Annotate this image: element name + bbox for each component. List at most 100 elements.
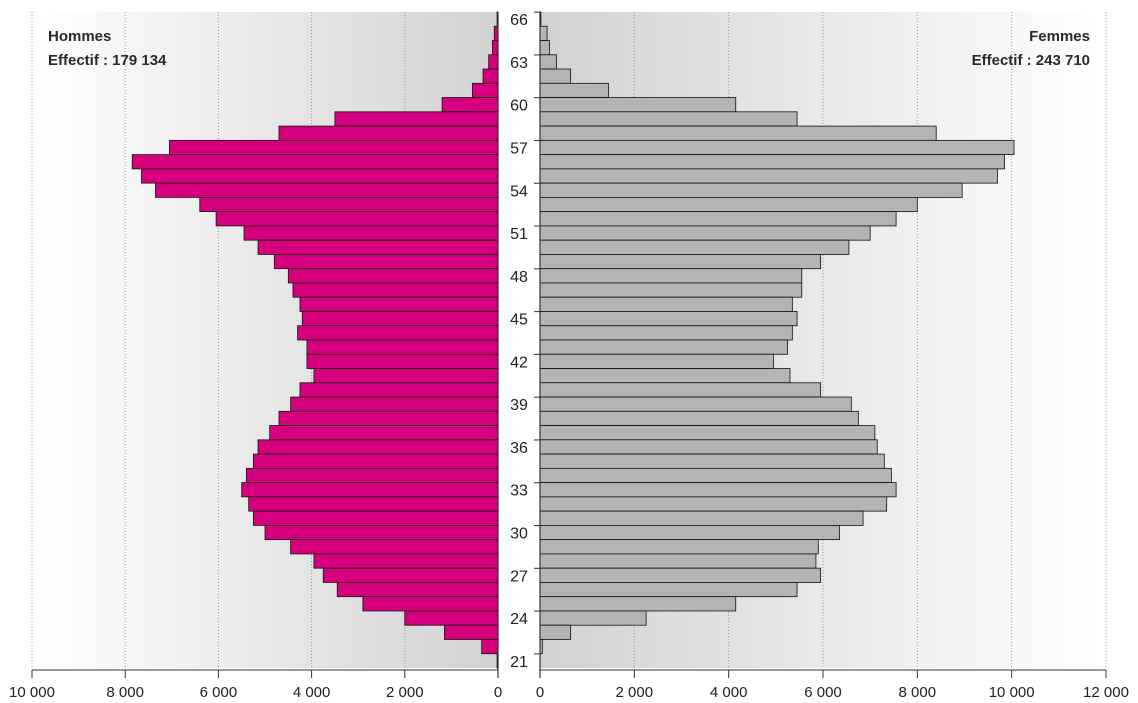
age-label: 51 — [510, 226, 528, 243]
bar-femmes — [539, 125, 937, 141]
bar-hommes — [404, 610, 499, 626]
bar-hommes — [269, 425, 499, 441]
left-title: Hommes — [48, 28, 111, 45]
bar-femmes — [539, 239, 850, 255]
age-label: 48 — [510, 269, 528, 286]
bar-hommes — [241, 482, 499, 498]
x-tick-label-right: 8 000 — [899, 684, 937, 701]
bar-femmes — [539, 410, 859, 426]
bar-hommes — [273, 254, 499, 270]
age-labels: 66 63 60 57 54 51 48 45 42 39 36 33 30 27 24 21 — [510, 11, 540, 671]
bar-hommes — [306, 339, 499, 355]
age-label: 39 — [510, 397, 528, 414]
bar-femmes — [539, 296, 793, 312]
age-label: 60 — [510, 98, 528, 115]
bar-hommes — [278, 125, 499, 141]
bar-hommes — [169, 139, 499, 156]
bar-femmes — [539, 25, 548, 41]
bar-hommes — [482, 68, 499, 84]
bar-femmes — [539, 439, 878, 455]
bar-femmes — [539, 211, 897, 227]
bar-hommes — [252, 453, 499, 469]
x-tick-label-right: 6 000 — [804, 684, 842, 701]
bar-hommes — [243, 225, 499, 241]
bar-hommes — [252, 510, 499, 526]
bar-hommes — [290, 539, 499, 555]
bar-hommes — [444, 624, 499, 640]
bar-femmes — [539, 339, 789, 355]
bar-hommes — [215, 211, 499, 227]
bar-femmes — [539, 596, 737, 612]
age-label: 27 — [510, 568, 528, 585]
age-label: 36 — [510, 440, 528, 457]
x-tick-label-right: 2 000 — [616, 684, 654, 701]
bar-hommes — [257, 439, 499, 455]
bar-hommes — [287, 268, 499, 284]
axes — [31, 12, 1107, 678]
bar-femmes — [539, 182, 963, 198]
bar-femmes — [539, 196, 918, 213]
bar-hommes — [257, 239, 499, 255]
bar-hommes — [322, 567, 499, 583]
bar-femmes — [539, 111, 798, 127]
bar-hommes — [131, 154, 499, 170]
x-tick-label-left: 4 000 — [293, 684, 331, 701]
age-label: 66 — [510, 12, 528, 29]
bar-femmes — [539, 396, 852, 412]
bar-femmes — [539, 610, 647, 626]
bar-femmes — [539, 368, 791, 384]
age-label: 63 — [510, 55, 528, 72]
x-tick-label-right: 4 000 — [710, 684, 748, 701]
bar-hommes — [481, 639, 499, 655]
x-tick-label-left: 10 000 — [9, 684, 55, 701]
age-label: 42 — [510, 354, 528, 371]
bar-femmes — [539, 539, 819, 555]
bar-femmes — [539, 154, 1005, 170]
bar-hommes — [245, 467, 499, 484]
bar-hommes — [199, 196, 499, 213]
right-subtitle: Effectif : 243 710 — [972, 52, 1090, 69]
bar-hommes — [297, 325, 499, 341]
age-label: 45 — [510, 312, 528, 329]
x-tick-label-right: 0 — [536, 684, 544, 701]
bar-hommes — [264, 524, 499, 541]
bar-femmes — [539, 82, 609, 98]
bar-femmes — [539, 482, 897, 498]
bar-femmes — [539, 582, 798, 598]
bar-femmes — [539, 567, 822, 583]
bar-femmes — [539, 168, 998, 184]
age-label: 54 — [510, 183, 528, 200]
bar-femmes — [539, 40, 550, 56]
bar-femmes — [539, 425, 876, 441]
bar-hommes — [141, 168, 499, 184]
age-label: 24 — [510, 611, 528, 628]
bar-hommes — [290, 396, 499, 412]
bar-hommes — [292, 282, 499, 298]
bar-hommes — [313, 553, 499, 569]
bar-hommes — [299, 382, 499, 398]
bar-femmes — [539, 510, 864, 526]
bar-hommes — [336, 582, 499, 598]
bar-femmes — [539, 254, 822, 270]
bar-femmes — [539, 268, 803, 284]
x-tick-label-left: 2 000 — [386, 684, 424, 701]
bar-hommes — [471, 82, 499, 98]
bar-hommes — [362, 596, 499, 612]
bar-femmes — [539, 225, 871, 241]
bar-femmes — [539, 353, 774, 369]
age-label: 21 — [510, 654, 528, 671]
bar-femmes — [539, 496, 888, 512]
bar-femmes — [539, 54, 557, 70]
bar-femmes — [539, 467, 892, 484]
x-tick-label-left: 6 000 — [200, 684, 238, 701]
bar-femmes — [539, 68, 572, 84]
bar-femmes — [539, 382, 822, 398]
bar-hommes — [306, 353, 499, 369]
age-label: 30 — [510, 526, 528, 543]
bar-hommes — [441, 97, 499, 113]
bar-femmes — [539, 97, 737, 113]
bar-hommes — [155, 182, 499, 198]
bar-femmes — [539, 139, 1015, 156]
bar-femmes — [539, 325, 793, 341]
